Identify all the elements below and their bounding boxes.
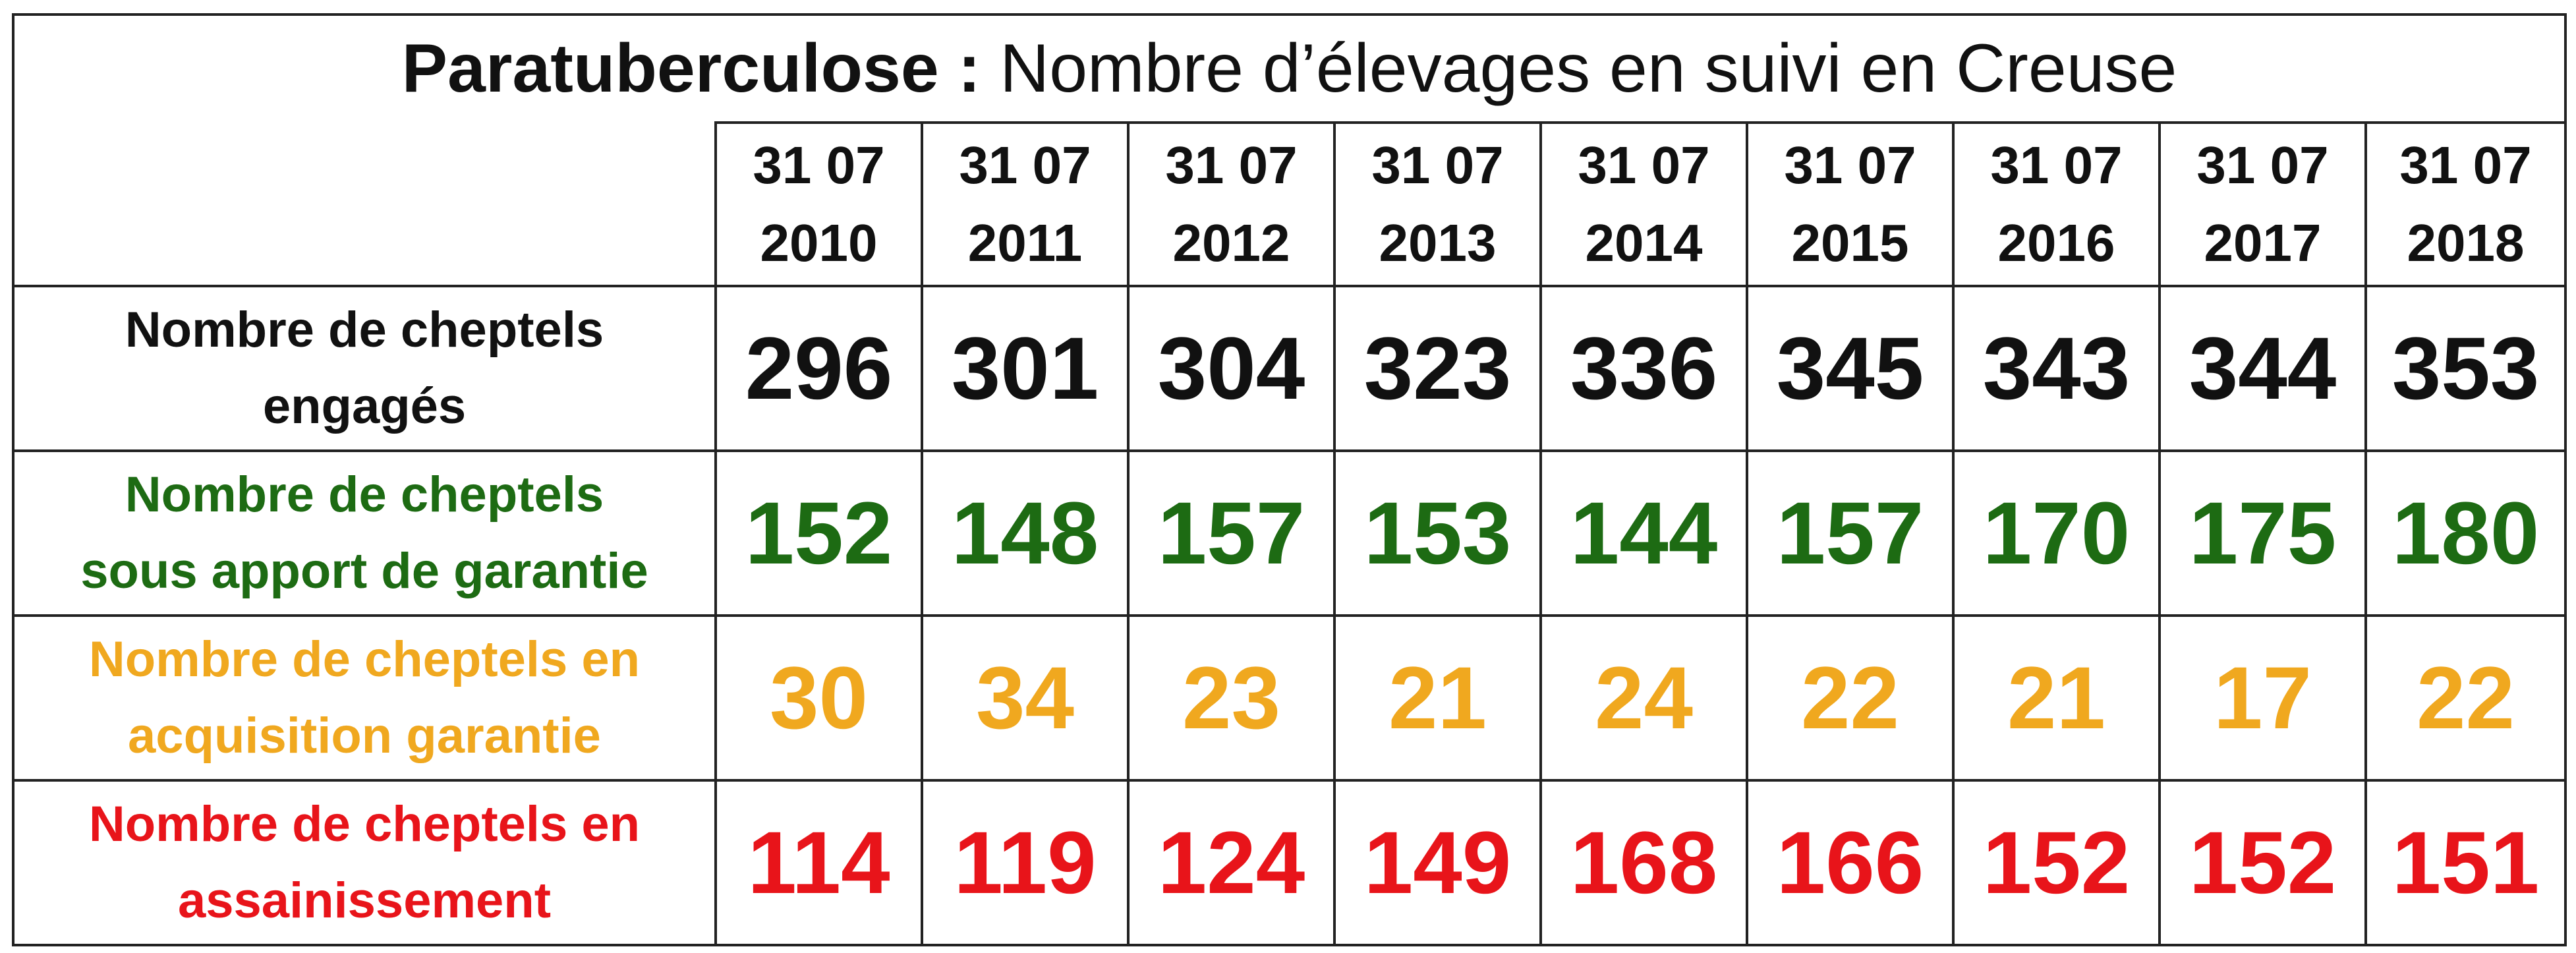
value-cell-apport-garantie-2011: 148 xyxy=(921,449,1130,617)
value-cell-acquisition-garantie-2012: 23 xyxy=(1127,614,1336,782)
table-row-acquisition-garantie: Nombre de cheptels en acquisition garanti… xyxy=(12,614,2567,782)
table-row-engages: Nombre de cheptels engagés 296 301 304 323 336… xyxy=(12,285,2567,452)
column-header-2018: 31 07 2018 xyxy=(2364,121,2567,287)
value-cell-engages-2018: 353 xyxy=(2364,285,2567,452)
title-row: Paratuberculose : Nombre d’élevages en s… xyxy=(11,13,2567,123)
value-cell-apport-garantie-2016: 170 xyxy=(1952,449,2161,617)
value-cell-apport-garantie-2018: 180 xyxy=(2364,449,2567,617)
column-header-year: 2018 xyxy=(2407,214,2525,272)
column-header-day-month: 31 07 xyxy=(1371,136,1504,194)
value-cell-assainissement-2014: 168 xyxy=(1539,779,1748,946)
value-cell-acquisition-garantie-2018: 22 xyxy=(2364,614,2567,782)
value-cell-assainissement-2013: 149 xyxy=(1333,779,1542,946)
value-cell-engages-2012: 304 xyxy=(1127,285,1336,452)
column-header-year: 2015 xyxy=(1791,214,1909,272)
value-cell-apport-garantie-2017: 175 xyxy=(2158,449,2367,617)
value-cell-assainissement-2015: 166 xyxy=(1746,779,1955,946)
column-header-day-month: 31 07 xyxy=(1578,136,1710,194)
row-label-line1: Nombre de cheptels xyxy=(125,302,604,358)
value-cell-apport-garantie-2010: 152 xyxy=(714,449,923,617)
column-header-day-month: 31 07 xyxy=(1990,136,2123,194)
value-cell-engages-2016: 343 xyxy=(1952,285,2161,452)
column-header-2013: 31 07 2013 xyxy=(1333,121,1542,287)
row-label-line1: Nombre de cheptels en xyxy=(88,796,641,852)
corner-cell xyxy=(12,123,717,287)
column-header-2010: 31 07 2010 xyxy=(714,121,923,287)
row-label-line1: Nombre de cheptels xyxy=(125,467,604,523)
value-cell-engages-2014: 336 xyxy=(1539,285,1748,452)
value-cell-engages-2010: 296 xyxy=(714,285,923,452)
value-cell-acquisition-garantie-2011: 34 xyxy=(921,614,1130,782)
value-cell-apport-garantie-2015: 157 xyxy=(1746,449,1955,617)
row-label-line2: sous apport de garantie xyxy=(80,543,648,599)
column-header-year: 2013 xyxy=(1379,214,1497,272)
data-table: Paratuberculose : Nombre d’élevages en s… xyxy=(11,13,2567,946)
column-header-day-month: 31 07 xyxy=(959,136,1091,194)
value-cell-assainissement-2012: 124 xyxy=(1127,779,1336,946)
table-row-assainissement: Nombre de cheptels en assainissement 114 11… xyxy=(12,779,2567,946)
column-header-year: 2016 xyxy=(1997,214,2115,272)
column-header-2017: 31 07 2017 xyxy=(2158,121,2367,287)
value-cell-engages-2017: 344 xyxy=(2158,285,2367,452)
column-header-day-month: 31 07 xyxy=(2399,136,2532,194)
value-cell-acquisition-garantie-2017: 17 xyxy=(2158,614,2367,782)
value-cell-acquisition-garantie-2014: 24 xyxy=(1539,614,1748,782)
title-bold-part: Paratuberculose : xyxy=(401,30,981,107)
header-row: 31 07 2010 31 07 2011 31 07 2012 31 07 2013 31 0… xyxy=(12,121,2567,287)
row-label-assainissement: Nombre de cheptels en assainissement xyxy=(12,779,717,946)
value-cell-apport-garantie-2013: 153 xyxy=(1333,449,1542,617)
value-cell-engages-2011: 301 xyxy=(921,285,1130,452)
column-header-2015: 31 07 2015 xyxy=(1746,121,1955,287)
table-container: Paratuberculose : Nombre d’élevages en s… xyxy=(11,13,2567,946)
table-row-apport-garantie: Nombre de cheptels sous apport de garanti… xyxy=(12,449,2567,617)
column-header-2011: 31 07 2011 xyxy=(921,121,1130,287)
column-header-day-month: 31 07 xyxy=(1165,136,1298,194)
value-cell-engages-2015: 345 xyxy=(1746,285,1955,452)
value-cell-acquisition-garantie-2010: 30 xyxy=(714,614,923,782)
value-cell-assainissement-2011: 119 xyxy=(921,779,1130,946)
column-header-year: 2012 xyxy=(1172,214,1290,272)
value-cell-engages-2013: 323 xyxy=(1333,285,1542,452)
table-title: Paratuberculose : Nombre d’élevages en s… xyxy=(11,13,2567,123)
value-cell-assainissement-2010: 114 xyxy=(714,779,923,946)
column-header-2012: 31 07 2012 xyxy=(1127,121,1336,287)
value-cell-assainissement-2016: 152 xyxy=(1952,779,2161,946)
row-label-line2: engagés xyxy=(262,378,467,434)
title-normal-part: Nombre d’élevages en suivi en Creuse xyxy=(1000,30,2177,107)
column-header-day-month: 31 07 xyxy=(753,136,885,194)
column-header-2016: 31 07 2016 xyxy=(1952,121,2161,287)
column-header-year: 2017 xyxy=(2204,214,2322,272)
column-header-day-month: 31 07 xyxy=(1784,136,1916,194)
column-header-year: 2014 xyxy=(1585,214,1703,272)
value-cell-acquisition-garantie-2015: 22 xyxy=(1746,614,1955,782)
row-label-line2: assainissement xyxy=(177,873,552,929)
value-cell-assainissement-2017: 152 xyxy=(2158,779,2367,946)
column-header-year: 2010 xyxy=(760,214,878,272)
value-cell-apport-garantie-2012: 157 xyxy=(1127,449,1336,617)
column-header-2014: 31 07 2014 xyxy=(1539,121,1748,287)
value-cell-acquisition-garantie-2016: 21 xyxy=(1952,614,2161,782)
value-cell-assainissement-2018: 151 xyxy=(2364,779,2567,946)
column-header-day-month: 31 07 xyxy=(2196,136,2329,194)
row-label-acquisition-garantie: Nombre de cheptels en acquisition garanti… xyxy=(12,614,717,782)
row-label-apport-garantie: Nombre de cheptels sous apport de garanti… xyxy=(12,449,717,617)
row-label-line2: acquisition garantie xyxy=(128,708,601,764)
row-label-engages: Nombre de cheptels engagés xyxy=(12,285,717,452)
row-label-line1: Nombre de cheptels en xyxy=(88,631,641,687)
column-header-year: 2011 xyxy=(967,214,1083,272)
value-cell-apport-garantie-2014: 144 xyxy=(1539,449,1748,617)
value-cell-acquisition-garantie-2013: 21 xyxy=(1333,614,1542,782)
